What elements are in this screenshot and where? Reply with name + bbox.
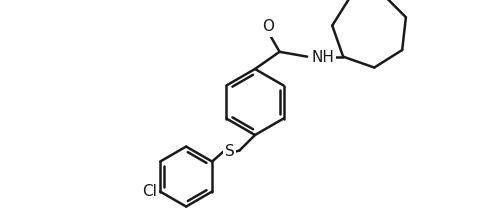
Text: O: O: [262, 19, 274, 34]
Text: Cl: Cl: [142, 184, 157, 199]
Text: S: S: [224, 144, 234, 159]
Text: NH: NH: [311, 50, 333, 65]
